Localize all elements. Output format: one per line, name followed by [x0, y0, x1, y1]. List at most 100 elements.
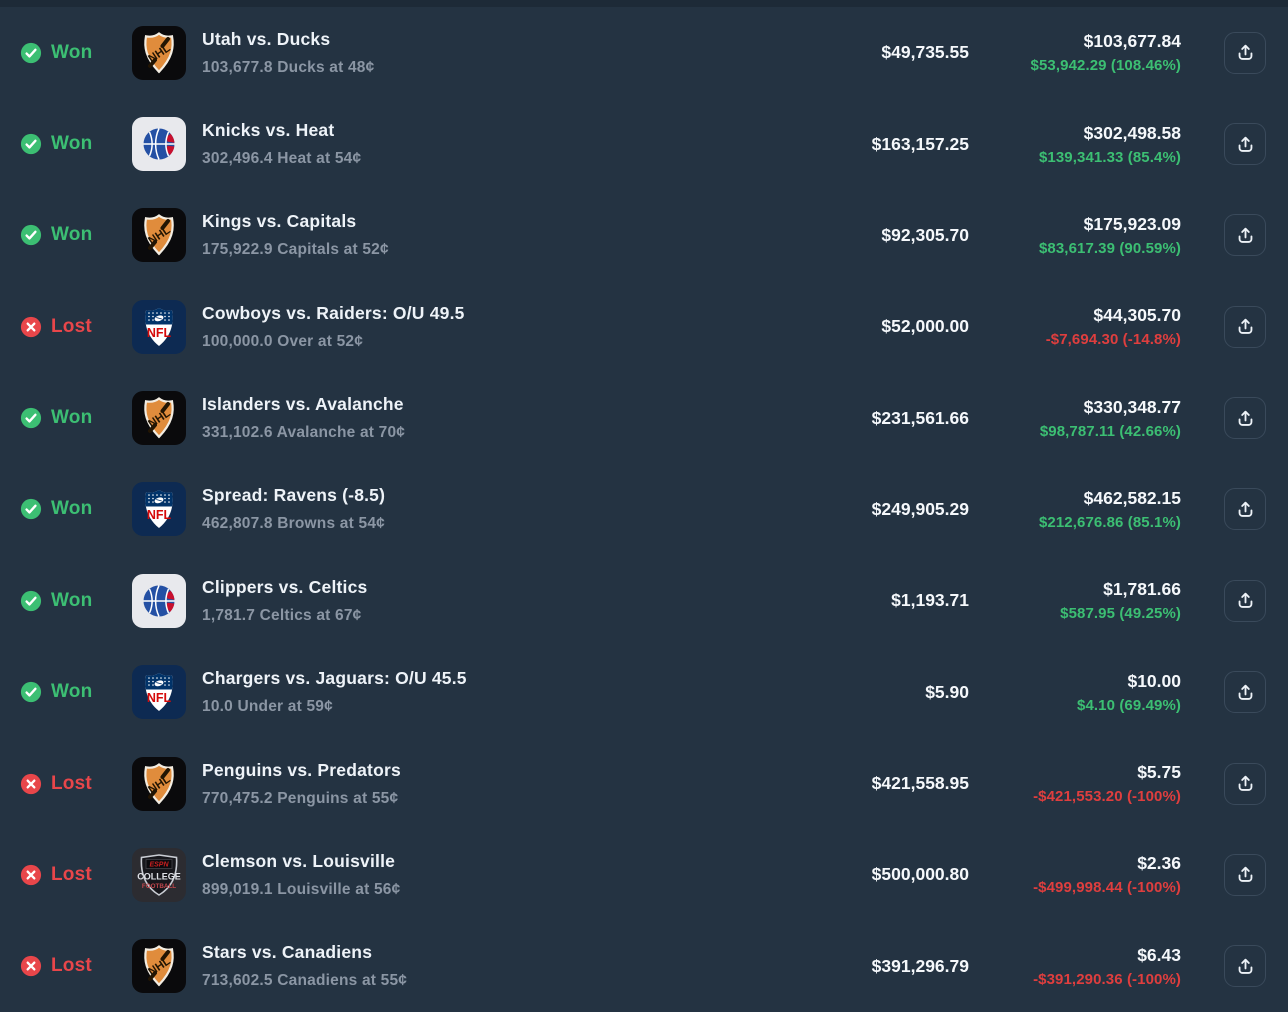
game-title: Islanders vs. Avalanche [202, 394, 404, 415]
profit-loss: $83,617.39 (90.59%) [1038, 239, 1181, 257]
game-title: Penguins vs. Predators [202, 759, 401, 780]
share-button[interactable] [1224, 945, 1266, 988]
status-label: Won [51, 41, 93, 63]
status-badge: Won [20, 407, 132, 429]
current-value: $1,781.66 [1103, 579, 1181, 600]
current-value: $44,305.70 [1093, 305, 1181, 326]
status-label: Won [51, 681, 93, 703]
bet-info: Kings vs. Capitals 175,922.9 Capitals at… [202, 211, 789, 259]
nhl-logo: NHL [132, 939, 186, 994]
nfl-logo: NFL [132, 482, 186, 537]
bet-row: Lost NHL Penguins vs. Predators 770,475.… [0, 738, 1288, 829]
game-title: Stars vs. Canadiens [202, 942, 373, 963]
svg-text:FOOTBALL: FOOTBALL [142, 883, 176, 890]
current-value: $103,677.84 [1083, 31, 1181, 52]
result-column: $6.43 -$391,290.36 (-100%) [969, 945, 1181, 988]
nfl-logo: NFL [132, 299, 186, 354]
current-value: $5.75 [1137, 762, 1181, 783]
share-button[interactable] [1224, 853, 1266, 896]
position-details: 331,102.6 Avalanche at 70¢ [202, 424, 406, 442]
bet-info: Cowboys vs. Raiders: O/U 49.5 100,000.0 … [202, 303, 789, 351]
nhl-logo: NHL [132, 208, 186, 263]
bet-amount: $231,561.66 [871, 407, 969, 428]
result-column: $462,582.15 $212,676.86 (85.1%) [969, 488, 1181, 531]
share-button[interactable] [1224, 762, 1266, 805]
bet-amount: $391,296.79 [871, 955, 969, 976]
x-circle-icon [20, 316, 42, 338]
bet-row: Won Knicks vs. Heat 302,496.4 Heat at 54… [0, 98, 1288, 189]
svg-text:ESPN: ESPN [149, 862, 169, 869]
nfl-logo: NFL [132, 665, 186, 720]
svg-text:NFL: NFL [147, 508, 172, 522]
current-value: $6.43 [1137, 944, 1181, 965]
status-label: Won [51, 589, 93, 611]
bet-row: Won NFL Chargers vs. Jaguars: O/U 45.5 1… [0, 647, 1288, 738]
bet-row: Won NHL Kings vs. Capitals 175,922.9 Cap… [0, 190, 1288, 281]
status-label: Won [51, 133, 93, 155]
bet-amount: $249,905.29 [871, 498, 969, 519]
position-details: 302,496.4 Heat at 54¢ [202, 150, 362, 168]
status-badge: Lost [20, 864, 132, 886]
game-title: Clemson vs. Louisville [202, 850, 396, 871]
svg-text:NFL: NFL [147, 326, 172, 340]
share-button[interactable] [1224, 305, 1266, 348]
bet-info: Utah vs. Ducks 103,677.8 Ducks at 48¢ [202, 29, 789, 77]
share-button[interactable] [1224, 397, 1266, 440]
bet-info: Spread: Ravens (-8.5) 462,807.8 Browns a… [202, 485, 789, 533]
share-button[interactable] [1224, 488, 1266, 531]
status-badge: Won [20, 681, 132, 703]
check-circle-icon [20, 224, 42, 246]
share-button[interactable] [1224, 31, 1266, 74]
top-divider [0, 0, 1288, 7]
game-title: Knicks vs. Heat [202, 120, 335, 141]
svg-text:COLLEGE: COLLEGE [137, 871, 181, 881]
upload-share-icon [1235, 42, 1256, 63]
result-column: $1,781.66 $587.95 (49.25%) [969, 579, 1181, 622]
bet-info: Clemson vs. Louisville 899,019.1 Louisvi… [202, 851, 789, 899]
result-column: $175,923.09 $83,617.39 (90.59%) [969, 214, 1181, 257]
current-value: $330,348.77 [1083, 396, 1181, 417]
profit-loss: $212,676.86 (85.1%) [1038, 513, 1181, 531]
profit-loss: $139,341.33 (85.4%) [1038, 148, 1181, 166]
profit-loss: $587.95 (49.25%) [1060, 605, 1181, 623]
bet-amount: $92,305.70 [881, 224, 969, 245]
nhl-logo: NHL [132, 391, 186, 446]
share-button[interactable] [1224, 214, 1266, 257]
game-title: Chargers vs. Jaguars: O/U 45.5 [202, 668, 467, 689]
status-label: Lost [51, 772, 92, 794]
status-label: Lost [51, 863, 92, 885]
status-label: Won [51, 498, 93, 520]
profit-loss: -$421,553.20 (-100%) [1033, 788, 1181, 806]
bet-row: Won NFL Spread: Ravens (-8.5) 462,807.8 … [0, 464, 1288, 555]
check-circle-icon [20, 407, 42, 429]
status-badge: Won [20, 133, 132, 155]
profit-loss: $98,787.11 (42.66%) [1039, 422, 1181, 440]
position-details: 10.0 Under at 59¢ [202, 698, 333, 716]
profit-loss: -$499,998.44 (-100%) [1033, 879, 1181, 897]
share-button[interactable] [1224, 671, 1266, 714]
current-value: $10.00 [1127, 670, 1181, 691]
bet-amount: $52,000.00 [881, 316, 969, 337]
status-label: Lost [51, 315, 92, 337]
current-value: $175,923.09 [1083, 213, 1181, 234]
upload-share-icon [1235, 134, 1256, 155]
bet-row: Lost NHL Stars vs. Canadiens 713,602.5 C… [0, 921, 1288, 1012]
upload-share-icon [1235, 956, 1256, 977]
game-title: Utah vs. Ducks [202, 28, 331, 49]
bet-amount: $5.90 [925, 681, 969, 702]
result-column: $330,348.77 $98,787.11 (42.66%) [969, 397, 1181, 440]
share-button[interactable] [1224, 579, 1266, 622]
position-details: 899,019.1 Louisville at 56¢ [202, 880, 401, 898]
upload-share-icon [1235, 682, 1256, 703]
position-details: 100,000.0 Over at 52¢ [202, 332, 364, 350]
nba-logo [132, 573, 186, 628]
game-title: Cowboys vs. Raiders: O/U 49.5 [202, 302, 465, 323]
bet-row: Won Clippers vs. Celtics 1,781.7 Celtics… [0, 555, 1288, 646]
result-column: $44,305.70 -$7,694.30 (-14.8%) [969, 305, 1181, 348]
bet-amount: $163,157.25 [871, 133, 969, 154]
position-details: 175,922.9 Capitals at 52¢ [202, 241, 389, 259]
share-button[interactable] [1224, 123, 1266, 166]
bet-row: Won NHL Islanders vs. Avalanche 331,102.… [0, 372, 1288, 463]
result-column: $103,677.84 $53,942.29 (108.46%) [969, 31, 1181, 74]
position-details: 1,781.7 Celtics at 67¢ [202, 606, 362, 624]
